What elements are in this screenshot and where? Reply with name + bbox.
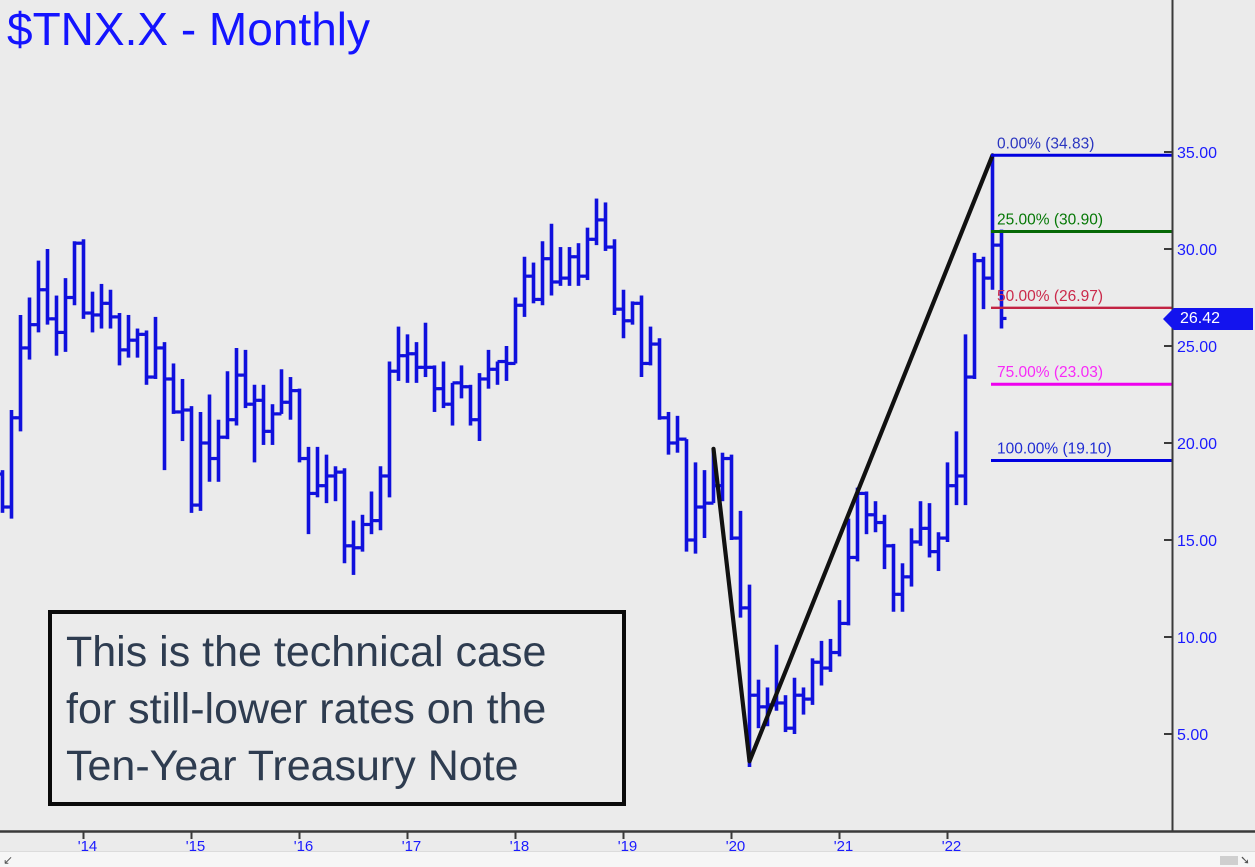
annotation-box: This is the technical case for still-low… [48,610,626,806]
fib-label-3: 75.00% (23.03) [997,364,1103,381]
ohlc-bars [0,155,1007,767]
x-tick-label: '20 [726,838,746,855]
y-axis-labels: 35.00 30.00 25.00 20.00 15.00 10.00 5.00 [1164,145,1217,744]
x-tick-label: '18 [510,838,530,855]
trendline[interactable] [747,153,995,764]
scroll-left-arrow[interactable]: ↙ [3,853,14,867]
h-scrollbar[interactable]: ↙ ➘ [0,851,1255,867]
x-tick-label: '21 [834,838,854,855]
y-tick-label: 20.00 [1177,436,1217,453]
fib-label-0: 0.00% (34.83) [997,135,1094,152]
fib-label-4: 100.00% (19.10) [997,440,1112,457]
last-price-tag: 26.42 [1163,308,1253,330]
trendlines [711,153,995,764]
annotation-line: This is the technical case [66,628,547,676]
scroll-right-arrow[interactable]: ➘ [1240,853,1251,867]
y-tick-label: 35.00 [1177,145,1217,162]
axes [0,0,1255,833]
y-tick-label: 30.00 [1177,242,1217,259]
x-tick-label: '15 [186,838,206,855]
x-tick-label: '16 [294,838,314,855]
y-tick-label: 15.00 [1177,533,1217,550]
x-tick-label: '14 [78,838,98,855]
chart-title: $TNX.X - Monthly [7,3,370,55]
fib-retracement: 0.00% (34.83) 25.00% (30.90) 50.00% (26.97… [991,135,1172,462]
scrollbar-thumb[interactable] [1220,856,1238,865]
x-tick-label: '19 [618,838,638,855]
annotation-line: for still-lower rates on the [66,685,547,733]
annotation-line: Ten-Year Treasury Note [66,742,519,790]
x-tick-label: '17 [402,838,422,855]
y-tick-label: 25.00 [1177,339,1217,356]
x-tick-label: '22 [942,838,962,855]
x-axis-labels: '14 '15 '16 '17 '18 '19 '20 '21 '22 [78,831,962,855]
y-tick-label: 10.00 [1177,630,1217,647]
trendline[interactable] [711,446,752,764]
y-tick-label: 5.00 [1177,727,1208,744]
fib-label-1: 25.00% (30.90) [997,212,1103,229]
fib-label-2: 50.00% (26.97) [997,288,1103,305]
